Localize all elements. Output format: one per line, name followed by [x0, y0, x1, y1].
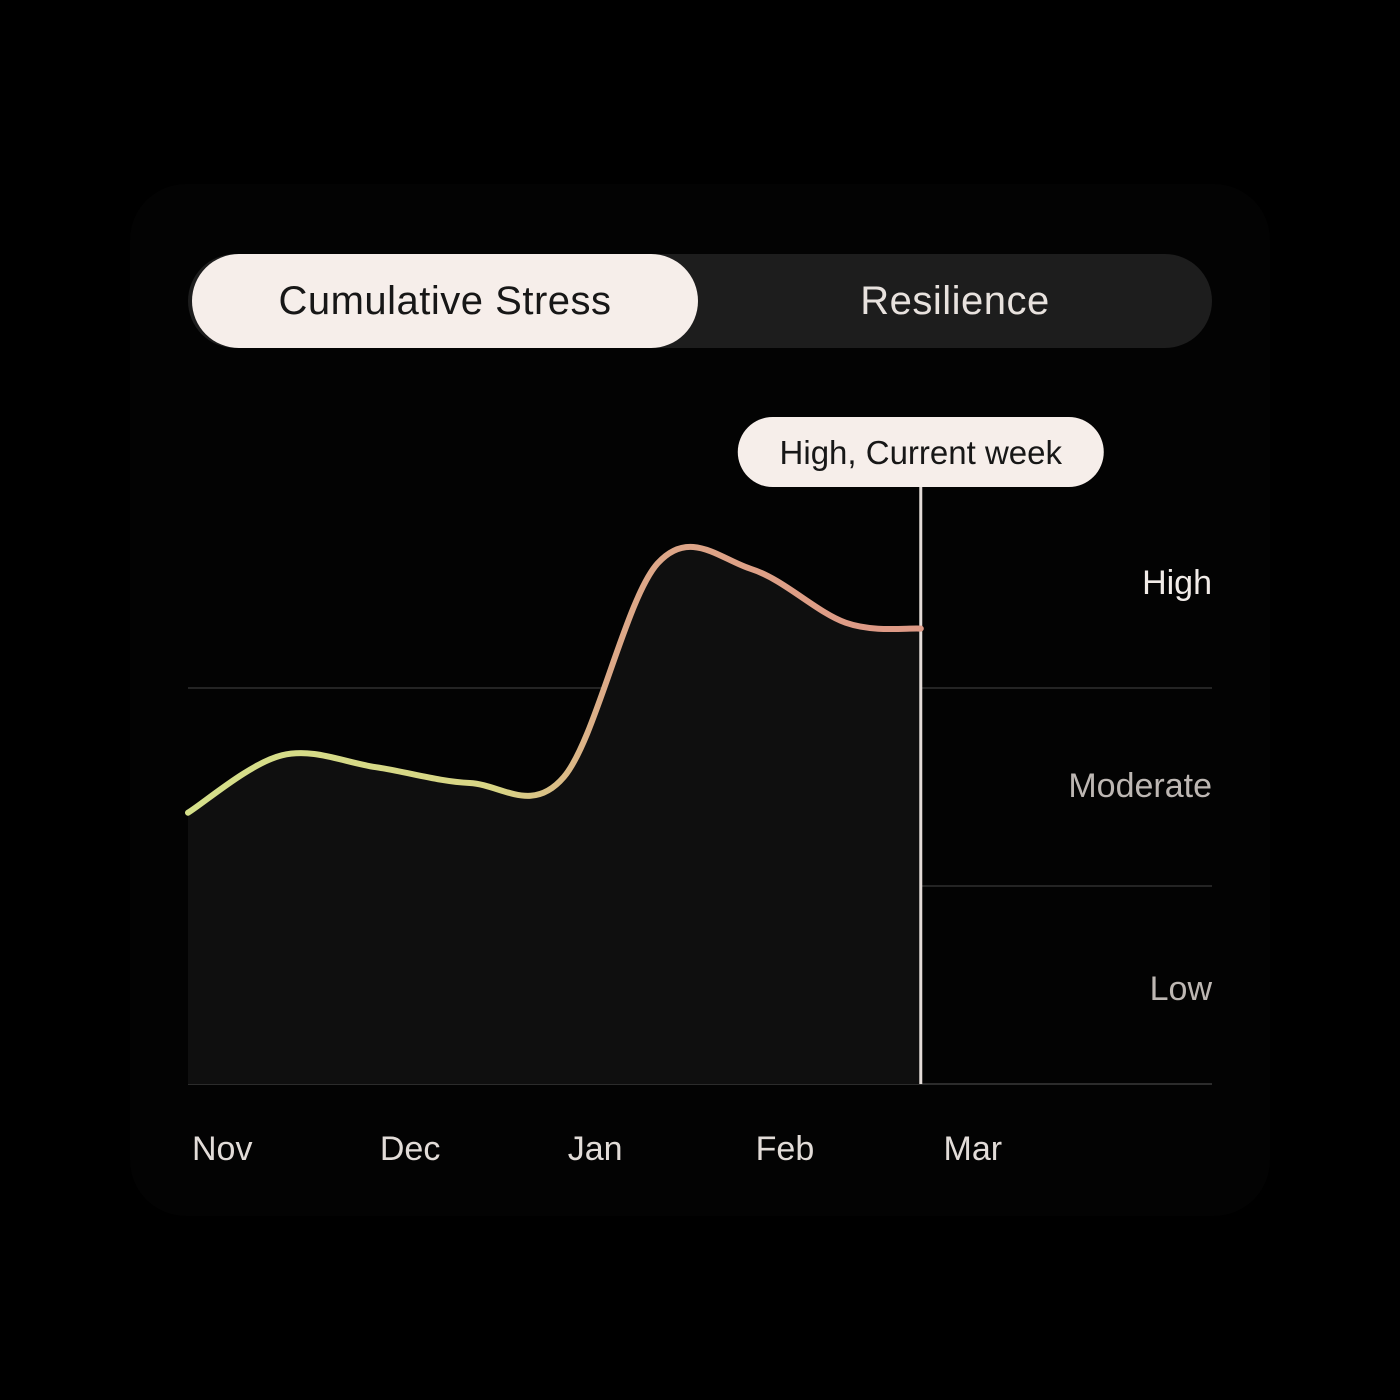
metric-toggle: Cumulative Stress Resilience — [188, 254, 1212, 348]
current-week-tooltip: High, Current week — [737, 417, 1104, 487]
tab-cumulative-stress[interactable]: Cumulative Stress — [192, 254, 698, 348]
band-label-low: Low — [1150, 970, 1213, 1008]
series-area — [188, 546, 921, 1084]
tab-resilience[interactable]: Resilience — [860, 278, 1050, 323]
band-label-high: High — [1142, 564, 1212, 602]
band-label-moderate: Moderate — [1068, 767, 1212, 805]
tooltip-background — [737, 417, 1104, 487]
tooltip-label: High, Current week — [780, 434, 1063, 471]
x-tick-label-jan: Jan — [568, 1130, 623, 1168]
x-tick-label-mar: Mar — [944, 1130, 1003, 1168]
x-tick-label-dec: Dec — [380, 1130, 440, 1168]
series-line — [185, 543, 924, 816]
x-tick-label-feb: Feb — [756, 1130, 815, 1168]
x-tick-label-nov: Nov — [192, 1130, 252, 1168]
